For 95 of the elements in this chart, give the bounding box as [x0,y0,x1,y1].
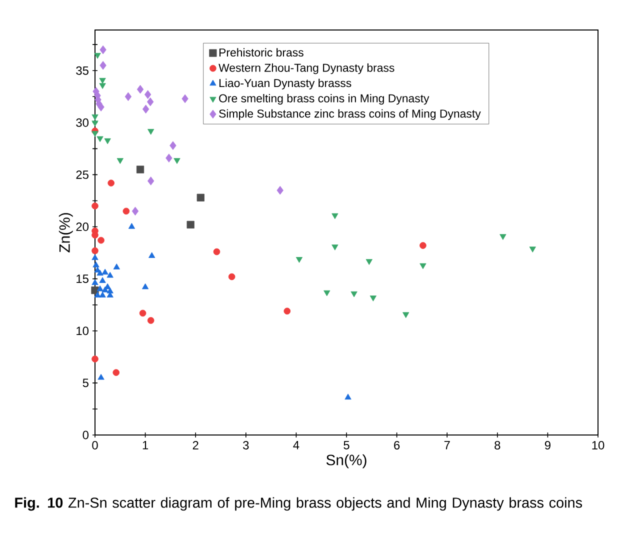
point [370,296,376,302]
point [98,236,104,244]
point [99,78,106,84]
x-tick-label: 5 [344,441,350,450]
point [99,277,106,283]
point [144,90,152,99]
point [402,312,410,318]
point [284,308,291,314]
x-tick-label: 2 [192,441,198,450]
point [420,263,426,270]
x-axis-title: Sn(%) [326,454,366,468]
point [332,213,338,220]
point [142,104,150,114]
text: Fig. 10 Zn-Sn scatter diagram of pre-Ming brass objects and Ming Dynasty brass coins [15,497,582,511]
point [420,242,426,249]
legend-label: Prehistoric brass [219,48,304,57]
point [98,374,104,380]
point [92,247,98,254]
point [112,369,120,376]
point [170,141,176,150]
y-tick-label: 20 [76,222,89,231]
legend-label: Ore smelting brass coins in Ming Dynasty [219,94,430,105]
point [96,285,104,292]
point [92,279,98,285]
point [174,158,180,164]
point [146,97,154,106]
y-axis-title: Zn(%) [58,213,73,252]
point [96,270,104,276]
point [350,291,358,298]
point [92,120,98,126]
y-tick-label: 30 [76,118,89,127]
y-tick-label: 0 [82,430,89,440]
y-tick-label: 35 [76,66,88,75]
legend-label: Simple Substance zinc brass coins of Ming Dynasty [219,109,481,120]
point [94,52,101,59]
point [139,310,146,317]
point [122,208,130,215]
point [136,84,144,94]
point [166,154,172,162]
point [128,222,136,229]
point [102,268,108,275]
x-tick-label: 8 [494,441,500,450]
point [113,264,120,270]
point [148,252,156,258]
x-tick-label: 3 [243,441,249,450]
point [100,45,106,54]
point [99,292,106,298]
point [366,259,372,265]
y-tick-label: 15 [76,274,88,283]
point [147,176,154,186]
point [106,272,114,278]
point [332,244,338,250]
x-tick-label: 10 [592,441,604,450]
point [92,131,98,137]
x-tick-label: 4 [293,441,300,450]
x-tick-label: 0 [92,441,98,450]
point [182,94,188,104]
legend-label: Western Zhou-Tang Dynasty brass [218,63,394,74]
y-tick-label: 25 [76,170,88,179]
point [94,292,101,298]
y-tick-label: 10 [76,326,89,336]
point [147,317,154,324]
point [108,180,114,186]
point [213,248,220,256]
point [92,356,98,362]
point [136,166,144,174]
point [228,273,236,280]
point [99,83,106,89]
x-tick-label: 1 [142,441,148,450]
point [132,206,139,216]
point [196,194,204,202]
point [104,138,111,144]
point [324,290,330,296]
point [92,202,98,210]
point [102,286,108,292]
x-tick-label: 9 [544,441,550,450]
point [92,261,100,268]
x-tick-label: 6 [394,441,400,450]
x-tick-label: 7 [444,441,450,450]
point [116,158,124,164]
y-tick-label: 5 [82,378,88,388]
point [500,234,506,240]
point [186,220,194,228]
point [92,254,98,260]
point [100,60,106,70]
point [92,114,98,120]
point [124,92,132,102]
point [148,128,154,135]
point [142,283,149,290]
point [529,246,536,252]
point [296,257,303,263]
point [344,394,352,400]
point [276,186,284,195]
point [96,136,104,142]
legend-label: Liao-Yuan Dynasty brasss [219,78,352,90]
